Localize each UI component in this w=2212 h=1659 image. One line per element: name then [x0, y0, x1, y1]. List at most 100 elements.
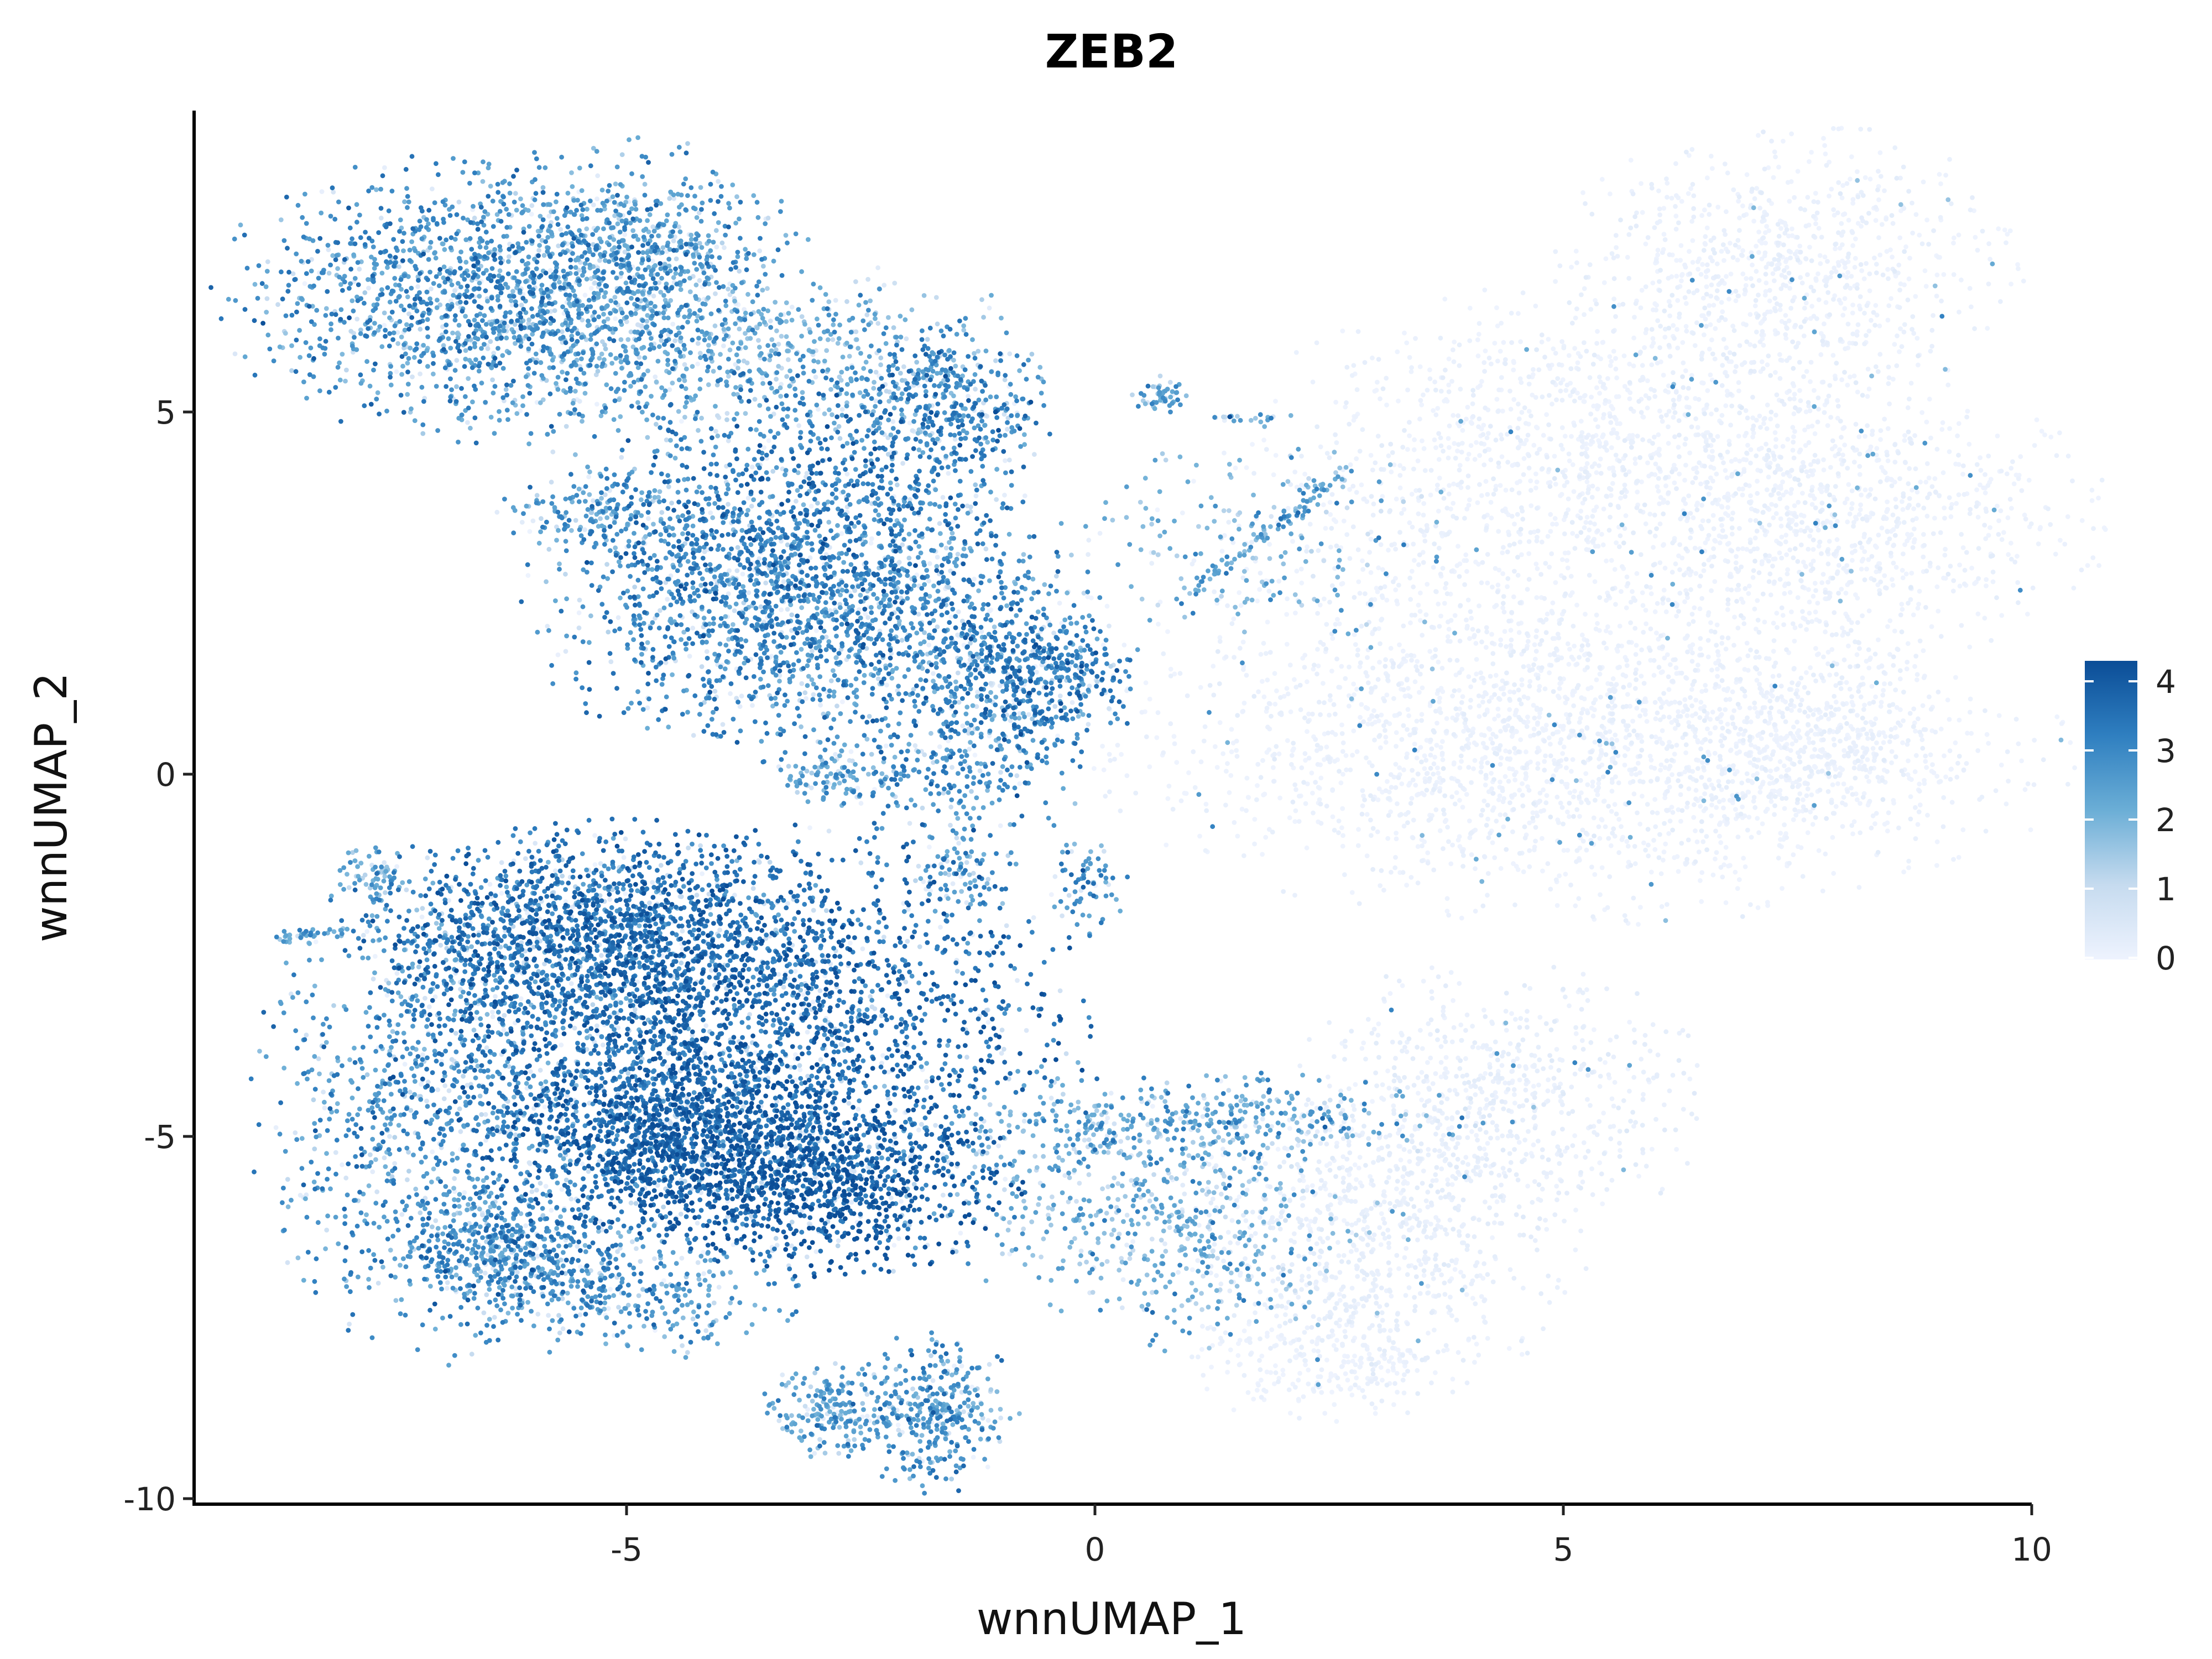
cell-point — [1731, 643, 1736, 648]
cell-point — [1450, 693, 1455, 698]
cell-point — [1499, 686, 1504, 691]
cell-point — [1807, 159, 1812, 164]
cell-point — [1582, 286, 1587, 291]
cell-point — [1286, 691, 1291, 696]
cell-point — [1745, 771, 1750, 776]
cell-point — [1179, 799, 1184, 804]
cell-point — [1987, 525, 1992, 530]
cell-point — [2012, 482, 2017, 487]
cell-point — [1655, 811, 1660, 816]
cell-point — [1598, 672, 1603, 677]
cell-point — [1877, 253, 1882, 258]
cell-point — [1593, 579, 1598, 584]
cell-point — [1924, 217, 1929, 222]
cell-point — [1381, 1097, 1386, 1102]
cell-point — [1380, 1378, 1385, 1383]
cell-point — [1410, 569, 1415, 574]
cell-point — [1756, 830, 1761, 835]
cell-point — [1764, 656, 1769, 661]
cell-point — [1910, 488, 1914, 493]
cell-point — [1370, 1099, 1375, 1104]
cell-point — [1524, 749, 1528, 754]
cell-point — [1306, 1381, 1311, 1386]
cell-point — [1479, 493, 1484, 498]
cell-point — [1866, 367, 1871, 372]
cell-point — [1620, 564, 1625, 569]
cell-point — [1560, 805, 1565, 810]
cell-point — [1410, 492, 1415, 497]
cell-point — [1559, 1110, 1564, 1115]
cell-point — [1865, 736, 1870, 741]
cell-point — [1763, 293, 1768, 298]
cell-point — [1839, 686, 1844, 691]
cell-point — [1801, 797, 1806, 802]
cell-point — [1884, 217, 1888, 222]
cell-point — [1762, 312, 1767, 317]
cell-point — [1517, 1078, 1522, 1083]
cell-point — [1345, 1354, 1350, 1359]
cell-point — [1241, 667, 1246, 672]
cell-point — [1885, 624, 1890, 629]
cell-point — [1823, 254, 1828, 259]
cell-point — [1605, 905, 1610, 910]
cell-point — [1610, 757, 1615, 761]
cell-point — [1229, 727, 1234, 732]
cell-point — [1957, 855, 1961, 860]
cell-point — [1672, 855, 1677, 860]
cell-point — [1605, 376, 1610, 381]
cell-point — [1444, 716, 1449, 721]
cell-point — [1936, 565, 1940, 570]
cell-point — [1783, 700, 1788, 705]
cell-point — [1609, 493, 1614, 498]
cell-point — [1585, 479, 1590, 484]
cell-point — [1818, 482, 1823, 487]
cell-point — [1533, 634, 1538, 639]
cell-point — [1263, 835, 1268, 840]
cell-point — [1860, 545, 1865, 550]
cell-point — [1615, 435, 1620, 440]
cell-point — [1856, 322, 1861, 327]
cell-point — [809, 504, 814, 509]
cell-point — [592, 833, 597, 838]
cell-point — [1809, 728, 1814, 733]
cell-point — [1641, 630, 1646, 635]
cell-point — [1795, 731, 1800, 735]
cell-point — [1855, 652, 1860, 657]
cell-point — [1590, 780, 1595, 785]
cell-point — [1662, 588, 1667, 593]
cell-point — [1927, 695, 1932, 700]
cell-point — [1715, 667, 1720, 672]
cell-point — [1335, 1240, 1340, 1245]
cell-point — [1596, 781, 1601, 786]
cell-point — [1614, 540, 1619, 545]
cell-point — [1765, 403, 1770, 408]
cell-point — [1594, 613, 1599, 618]
cell-point — [1780, 220, 1785, 225]
cell-point — [1364, 755, 1369, 760]
cell-point — [1409, 875, 1414, 880]
cell-point — [1885, 267, 1890, 272]
cell-point — [1846, 644, 1851, 649]
cell-point — [1451, 347, 1455, 352]
cell-point — [1891, 663, 1896, 668]
cell-point — [1684, 328, 1689, 333]
cell-point — [1425, 1060, 1430, 1065]
cell-point — [1566, 497, 1571, 502]
cell-point — [1853, 256, 1858, 261]
cell-point — [1559, 443, 1564, 448]
cell-point — [1482, 733, 1487, 738]
cell-point — [1973, 235, 1978, 240]
cell-point — [1624, 606, 1629, 611]
cell-point — [1986, 483, 1991, 488]
cell-point — [1556, 635, 1561, 640]
cell-point — [1791, 817, 1796, 822]
cell-point — [1878, 437, 1883, 442]
cell-point — [1702, 791, 1707, 796]
cell-point — [1863, 487, 1868, 492]
cell-point — [1899, 602, 1904, 607]
cell-point — [1547, 670, 1552, 675]
cell-point — [1532, 716, 1537, 721]
cell-point — [1383, 735, 1388, 740]
cell-point — [1651, 838, 1656, 843]
cell-point — [1687, 451, 1692, 456]
